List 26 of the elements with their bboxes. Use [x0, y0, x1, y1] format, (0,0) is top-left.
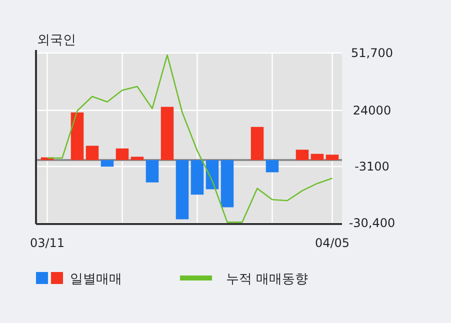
chart-title: 외국인 [37, 33, 76, 48]
bar [100, 160, 114, 167]
bar [160, 106, 174, 160]
bar [130, 156, 144, 160]
x-tick-label: 03/11 [30, 236, 65, 250]
bar [310, 154, 324, 160]
bar [176, 160, 189, 220]
legend-label: 누적 매매동향 [226, 272, 308, 287]
bar [296, 150, 309, 160]
bar [116, 148, 129, 160]
bar [86, 146, 99, 160]
legend-label: 일별매매 [70, 272, 122, 287]
bar [266, 160, 279, 172]
y-tick-label: 51,700 [351, 46, 393, 60]
bar [250, 126, 264, 160]
y-tick-label: -3100 [354, 159, 390, 174]
y-tick-label: -30,400 [348, 216, 396, 230]
bar [220, 160, 234, 208]
y-tick-label: 24000 [352, 103, 392, 118]
bar [326, 154, 339, 160]
line-series [46, 54, 333, 223]
x-tick-label: 04/05 [314, 236, 350, 250]
bar [70, 112, 84, 160]
bar [190, 160, 204, 195]
bar [206, 160, 219, 190]
bar [146, 160, 159, 182]
